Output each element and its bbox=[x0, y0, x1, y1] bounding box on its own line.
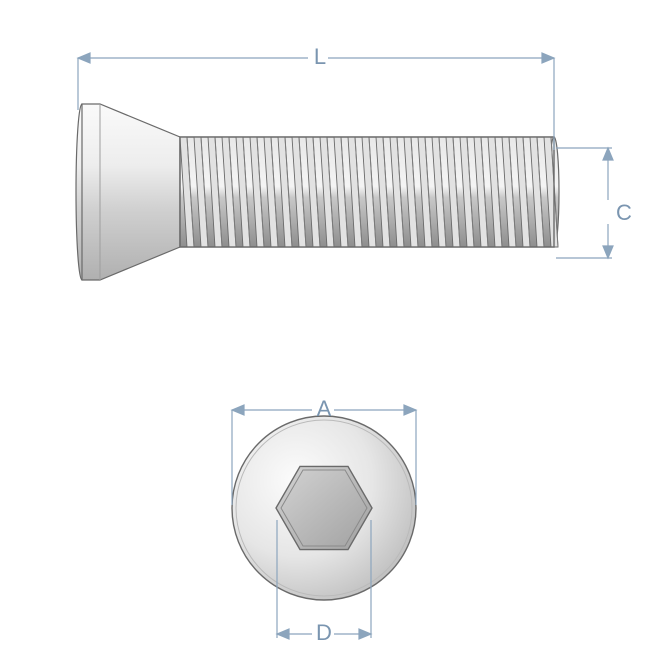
screw-end-view bbox=[232, 416, 416, 600]
screw-side-view bbox=[76, 104, 559, 280]
technical-drawing: L C A D bbox=[0, 0, 670, 670]
dimension-label-A: A bbox=[314, 396, 334, 422]
dimension-C bbox=[556, 148, 613, 258]
dimension-label-L: L bbox=[310, 44, 330, 70]
drawing-svg bbox=[0, 0, 670, 670]
screw-head-cone bbox=[82, 104, 180, 280]
dimension-label-D: D bbox=[314, 620, 334, 646]
dimension-label-C: C bbox=[614, 200, 634, 226]
